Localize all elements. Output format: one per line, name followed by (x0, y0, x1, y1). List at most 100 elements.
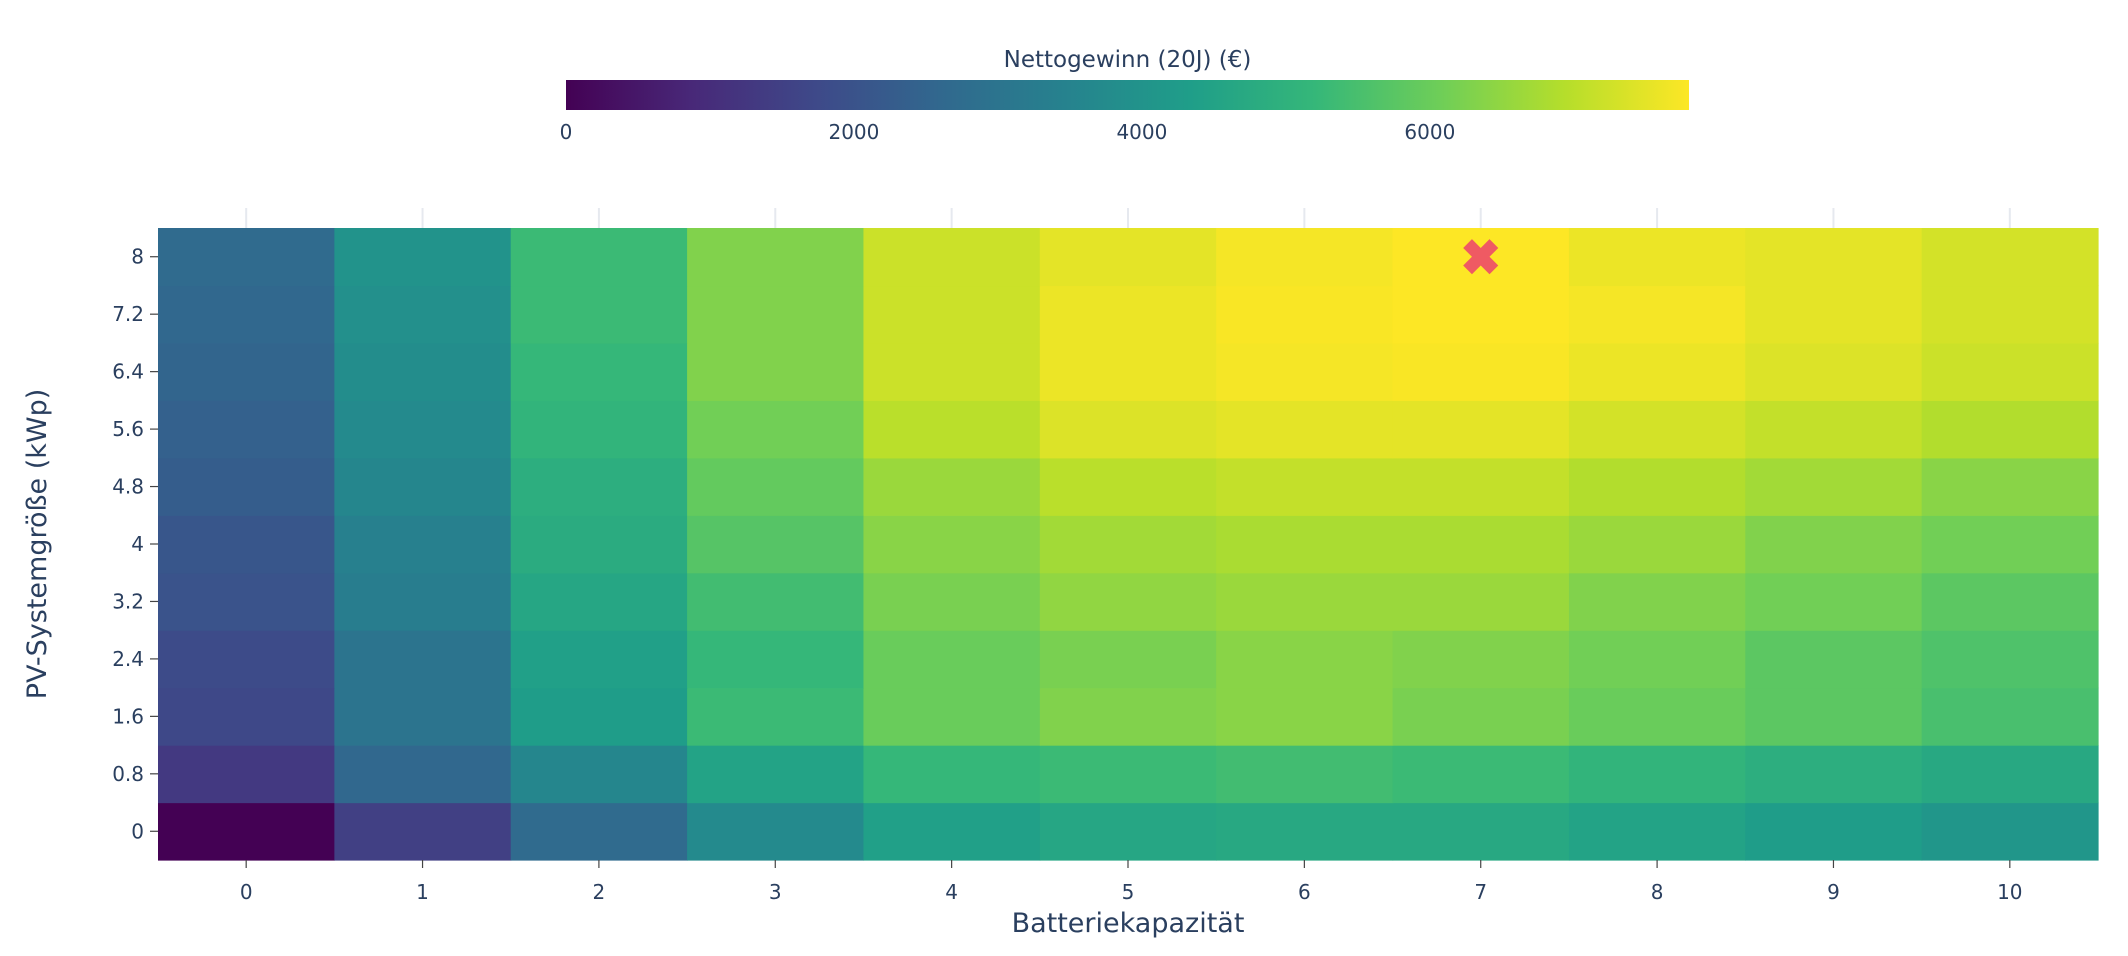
heatmap-cell (687, 515, 865, 574)
heatmap-cell (1039, 228, 1217, 287)
optimum-marker (1463, 239, 1499, 275)
y-tick-label: 4.8 (112, 475, 144, 499)
x-axis-title: Batteriekapazität (1012, 908, 1245, 939)
y-tick-label: 0 (131, 819, 144, 843)
heatmap-cell (1039, 515, 1217, 574)
heatmap-cell (510, 342, 688, 401)
heatmap-cell (863, 630, 1041, 689)
heatmap-cell (1216, 572, 1394, 631)
heatmap-cell (863, 457, 1041, 516)
heatmap-cell (1921, 802, 2099, 861)
heatmap-cell (158, 457, 335, 516)
heatmap-cell (863, 228, 1041, 287)
heatmap-cell (334, 572, 512, 631)
heatmap-cell (1216, 228, 1394, 287)
heatmap-cell (510, 572, 688, 631)
heatmap-cell (1039, 342, 1217, 401)
heatmap-cell (1568, 228, 1746, 287)
heatmap-cell (1921, 400, 2099, 459)
heatmap-cell (1392, 515, 1570, 574)
heatmap-cell (158, 687, 335, 746)
optimum-x-marker (1463, 239, 1499, 275)
heatmap-cell (510, 630, 688, 689)
heatmap-cell (1392, 630, 1570, 689)
heatmap-cell (1216, 745, 1394, 804)
colorbar-tick-label: 2000 (828, 120, 879, 144)
heatmap-cell (1568, 342, 1746, 401)
heatmap-cell (1039, 802, 1217, 861)
heatmap-cell (1921, 745, 2099, 804)
heatmap-cell (1216, 400, 1394, 459)
heatmap-cell (1921, 457, 2099, 516)
heatmap-cell (1745, 687, 1923, 746)
colorbar: Nettogewinn (20J) (€) 0 2000 4000 6000 (560, 47, 1689, 144)
heatmap-cell (687, 745, 865, 804)
heatmap-cell (334, 802, 512, 861)
x-tick-label: 2 (593, 880, 606, 904)
heatmap-cell (334, 457, 512, 516)
colorbar-tick-label: 0 (560, 120, 573, 144)
heatmap-cell (1745, 802, 1923, 861)
heatmap-cell (158, 515, 335, 574)
heatmap-cell (1568, 457, 1746, 516)
x-axis: 0 1 2 3 4 5 6 7 8 9 10 (240, 860, 2023, 904)
heatmap-cell (687, 687, 865, 746)
y-tick-label: 4 (131, 532, 144, 556)
heatmap-cell (334, 745, 512, 804)
heatmap-cell (1039, 687, 1217, 746)
heatmap-cell (1921, 572, 2099, 631)
heatmap-cell (158, 802, 335, 861)
heatmap-cell (1921, 515, 2099, 574)
heatmap-cell (863, 802, 1041, 861)
x-tick-label: 1 (416, 880, 429, 904)
y-tick-label: 0.8 (112, 762, 144, 786)
heatmap-cell (1568, 572, 1746, 631)
heatmap-cell (687, 228, 865, 287)
heatmap-cell (334, 630, 512, 689)
heatmap-cell (510, 285, 688, 344)
heatmap-cell (687, 285, 865, 344)
heatmap-cell (1216, 630, 1394, 689)
heatmap-cell (1745, 630, 1923, 689)
heatmap-cell (863, 515, 1041, 574)
heatmap-cell (1568, 285, 1746, 344)
heatmap-cells (158, 228, 2099, 861)
heatmap-cell (1568, 630, 1746, 689)
heatmap-cell (687, 630, 865, 689)
x-tick-label: 7 (1474, 880, 1487, 904)
y-axis-title: PV-Systemgröße (kWp) (22, 389, 53, 700)
heatmap-cell (1568, 515, 1746, 574)
heatmap-cell (1392, 745, 1570, 804)
colorbar-ticks: 0 2000 4000 6000 (560, 120, 1456, 144)
x-tick-label: 10 (1997, 880, 2022, 904)
x-tick-label: 4 (945, 880, 958, 904)
y-tick-label: 7.2 (112, 302, 144, 326)
heatmap-cell (510, 745, 688, 804)
heatmap-cell (687, 572, 865, 631)
heatmap-cell (687, 802, 865, 861)
heatmap-cell (1392, 457, 1570, 516)
heatmap-cell (1039, 630, 1217, 689)
heatmap-cell (1216, 285, 1394, 344)
heatmap-cell (334, 342, 512, 401)
heatmap-cell (1745, 342, 1923, 401)
heatmap-cell (863, 572, 1041, 631)
heatmap-cell (1392, 400, 1570, 459)
heatmap-cell (1745, 572, 1923, 631)
heatmap-cell (1216, 342, 1394, 401)
heatmap-cell (1921, 630, 2099, 689)
heatmap-cell (334, 515, 512, 574)
y-tick-label: 8 (131, 245, 144, 269)
y-axis: 0 0.8 1.6 2.4 3.2 4 4.8 5.6 6.4 7.2 8 (112, 245, 158, 843)
heatmap-cell (1216, 457, 1394, 516)
heatmap-cell (1745, 457, 1923, 516)
heatmap-cell (687, 457, 865, 516)
heatmap-cell (158, 400, 335, 459)
y-tick-label: 3.2 (112, 589, 144, 613)
heatmap-cell (334, 228, 512, 287)
heatmap-cell (1921, 228, 2099, 287)
heatmap-cell (158, 342, 335, 401)
colorbar-tick-label: 6000 (1404, 120, 1455, 144)
x-tick-label: 6 (1298, 880, 1311, 904)
